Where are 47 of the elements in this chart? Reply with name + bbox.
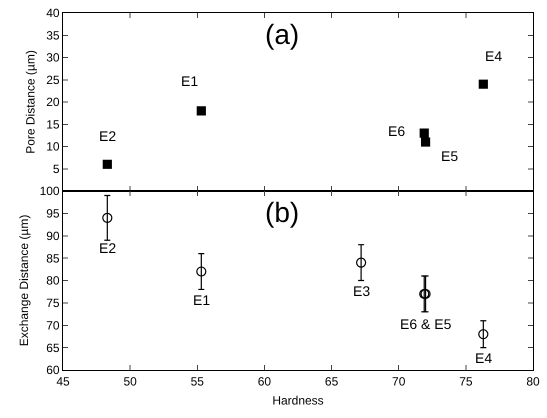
y-tick-label: 75 <box>46 296 60 310</box>
point <box>102 212 112 223</box>
annotation: E6 <box>388 123 406 139</box>
annotation: E1 <box>181 73 198 89</box>
x-tick-label: 55 <box>190 374 204 388</box>
annotation: (a) <box>265 19 300 50</box>
y-tick-label: 20 <box>46 95 60 110</box>
y-tick-label: 85 <box>46 251 60 266</box>
point <box>478 329 488 340</box>
annotation: E5 <box>441 148 458 164</box>
y-tick-label: 80 <box>46 274 60 288</box>
point <box>420 137 430 147</box>
y-tick-label: 15 <box>46 117 60 132</box>
x-tick-label: 70 <box>392 374 406 388</box>
annotation: E2 <box>99 240 116 256</box>
y-tick-label: 100 <box>40 184 60 198</box>
annotation: E3 <box>353 283 370 299</box>
annotation: E4 <box>475 350 492 366</box>
annotation: E2 <box>99 128 116 144</box>
x-tick-label: 65 <box>324 374 339 388</box>
y-tick-label: 65 <box>46 340 60 355</box>
point <box>196 106 206 116</box>
annotation: (b) <box>265 197 300 228</box>
point <box>196 266 206 277</box>
y-axis-title: Pore Distance (µm) <box>24 50 38 154</box>
y-tick-label: 90 <box>46 228 60 243</box>
y-axis-title: Exchange Distance (µm) <box>16 214 31 346</box>
y-tick-label: 70 <box>46 318 60 332</box>
y-tick-label: 10 <box>46 140 60 154</box>
y-tick-label: 40 <box>46 6 60 20</box>
x-tick-label: 80 <box>526 374 540 388</box>
y-tick-label: 35 <box>46 28 60 42</box>
point <box>356 258 366 268</box>
y-tick-label: 30 <box>46 50 60 65</box>
x-tick-label: 50 <box>123 374 138 388</box>
y-tick-label: 5 <box>52 162 60 176</box>
y-tick-label: 95 <box>46 206 60 221</box>
y-tick-label: 25 <box>46 72 60 87</box>
annotation: E4 <box>485 48 502 64</box>
annotation: E1 <box>193 292 210 308</box>
point <box>102 160 112 169</box>
point <box>478 80 488 89</box>
point <box>420 128 429 138</box>
x-axis-title: Hardness <box>272 393 324 408</box>
x-tick-label: 75 <box>459 374 473 388</box>
x-tick-label: 60 <box>258 374 272 388</box>
annotation: E6 & E5 <box>400 316 452 332</box>
